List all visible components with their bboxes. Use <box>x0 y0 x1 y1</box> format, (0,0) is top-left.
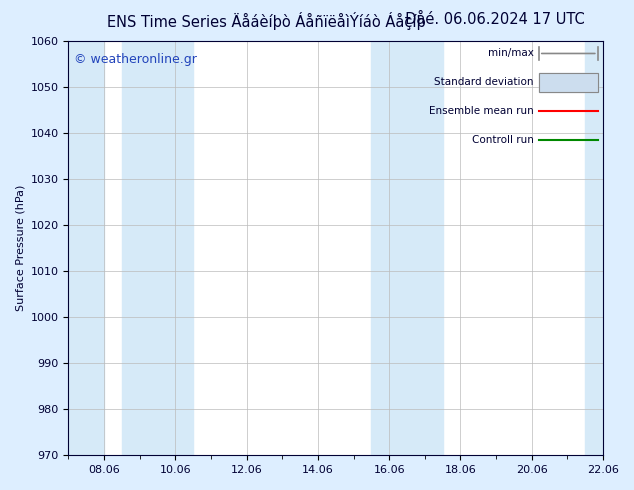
Y-axis label: Surface Pressure (hPa): Surface Pressure (hPa) <box>15 185 25 311</box>
Bar <box>539 73 598 92</box>
Text: min/max: min/max <box>488 49 534 58</box>
Text: Standard deviation: Standard deviation <box>434 77 534 88</box>
Text: ENS Time Series Äåáèíþò ÁåñïëåìÝíáò Áåçíþ: ENS Time Series Äåáèíþò ÁåñïëåìÝíáò Áåçí… <box>107 12 425 30</box>
Text: Ensemble mean run: Ensemble mean run <box>429 106 534 117</box>
Bar <box>372 41 443 455</box>
Bar <box>122 41 193 455</box>
Text: Controll run: Controll run <box>472 135 534 146</box>
Text: © weatheronline.gr: © weatheronline.gr <box>74 53 197 67</box>
Bar <box>68 41 104 455</box>
Bar <box>539 73 598 92</box>
Text: Ðåé. 06.06.2024 17 UTC: Ðåé. 06.06.2024 17 UTC <box>404 12 585 27</box>
Bar <box>585 41 603 455</box>
